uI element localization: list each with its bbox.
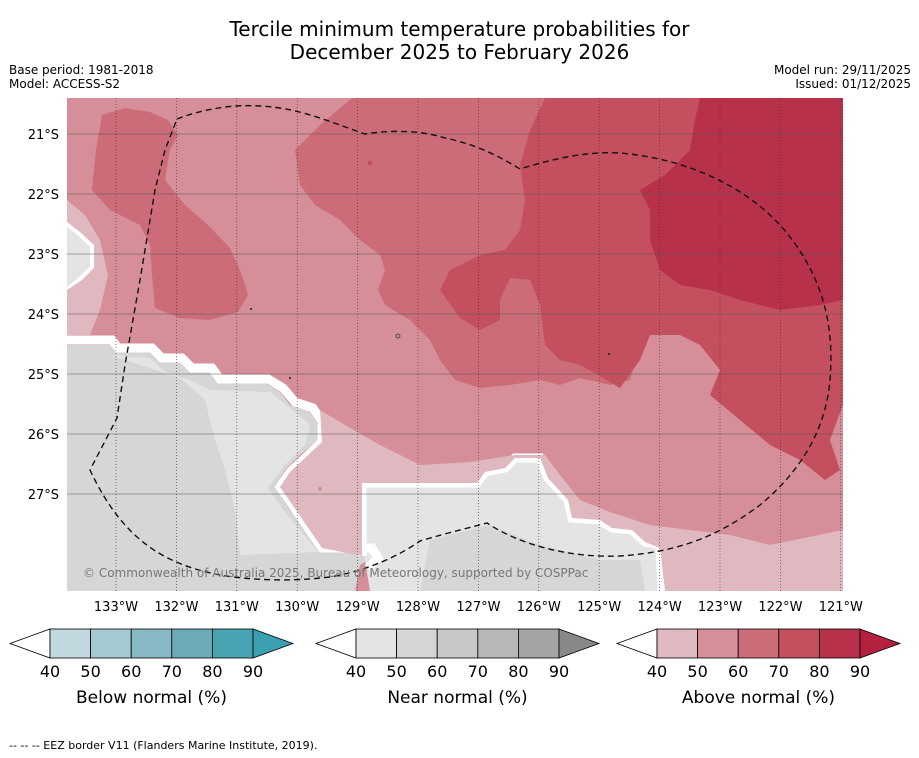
colorbar-segment (697, 628, 739, 659)
colorbar-tick-label: 70 (468, 662, 488, 681)
colorbar-tick-label: 50 (80, 662, 100, 681)
colorbar: 40 50 60 70 80 90 Above normal (%) (615, 628, 902, 708)
colorbar: 40 50 60 70 80 90 Below normal (%) (8, 628, 295, 708)
colorbar-tick-label: 70 (769, 662, 789, 681)
colorbar-title: Below normal (%) (76, 688, 227, 708)
colorbar-segment (211, 628, 254, 659)
colorbar-segment (477, 628, 519, 659)
colorbar-left-extend (8, 628, 51, 659)
colorbar-segment (737, 628, 780, 659)
longitude-label: 127°W (456, 600, 500, 615)
colorbar: 40 50 60 70 80 90 Near normal (%) (314, 628, 601, 708)
colorbar-tick-label: 90 (850, 662, 870, 681)
colorbar-title: Near normal (%) (387, 688, 527, 708)
model-text: Model: ACCESS-S2 (9, 77, 121, 91)
left-metadata: Base period: 1981-2018 Model: ACCESS-S2 (9, 63, 154, 91)
colorbar-tick-label: 60 (427, 662, 447, 681)
colorbar-tick-label: 50 (386, 662, 406, 681)
colorbar-right-extend (558, 628, 601, 659)
colorbar-tick-label: 50 (687, 662, 707, 681)
longitude-label: 128°W (396, 600, 440, 615)
colorbar-right-extend (252, 628, 295, 659)
colorbar-segment (819, 628, 861, 659)
colorbar-tick-label: 90 (549, 662, 569, 681)
above-normal-light-band (280, 410, 843, 591)
longitude-label: 124°W (638, 600, 682, 615)
colorbar-left-extend (314, 628, 357, 659)
base-period-text: Base period: 1981-2018 (9, 63, 154, 77)
latitude-label: 24°S (28, 308, 59, 323)
island-marker (367, 160, 373, 166)
colorbar-tick-label: 80 (508, 662, 528, 681)
longitude-label: 125°W (577, 600, 621, 615)
colorbar-tick-label: 40 (346, 662, 366, 681)
issued-text: Issued: 01/12/2025 (795, 77, 911, 91)
colorbar-tick-label: 60 (728, 662, 748, 681)
white-boundary-1 (67, 335, 384, 572)
eez-legend-footer: -- -- -- EEZ border V11 (Flanders Marine… (9, 739, 318, 752)
latitude-label: 27°S (28, 488, 59, 503)
colorbars: 40 50 60 70 80 90 Below normal (%) 40 50 60 70 80 90… (8, 628, 902, 708)
longitude-label: 130°W (275, 600, 319, 615)
colorbar-tick-label: 80 (202, 662, 222, 681)
longitude-labels: 133°W 132°W 131°W 130°W 129°W 128°W 127°W 126°W… (94, 600, 863, 615)
right-metadata: Model run: 29/11/2025 Issued: 01/12/2025 (774, 63, 911, 91)
colorbar-segment (130, 628, 173, 659)
colorbar-segment (656, 628, 698, 659)
gridlines (67, 98, 843, 591)
colorbar-tick-label: 60 (121, 662, 141, 681)
colorbar-segment (396, 628, 438, 659)
colorbar-right-extend (859, 628, 902, 659)
above-normal-highest-band (640, 98, 843, 310)
latitude-label: 25°S (28, 368, 59, 383)
colorbar-segment (436, 628, 479, 659)
above-normal-light-left (67, 200, 108, 335)
chart-title: Tercile minimum temperature probabilitie… (0, 18, 919, 64)
model-run-text: Model run: 29/11/2025 (773, 63, 911, 77)
longitude-label: 131°W (215, 600, 259, 615)
colorbar-segment (778, 628, 820, 659)
colorbar-segment (355, 628, 397, 659)
colorbar-tick-label: 40 (40, 662, 60, 681)
latitude-label: 23°S (28, 248, 59, 263)
longitude-label: 129°W (336, 600, 380, 615)
island-marker (289, 377, 291, 379)
near-normal-light-region (110, 355, 318, 555)
island-marker (318, 487, 322, 491)
island-marker (608, 353, 610, 355)
colorbar-left-extend (615, 628, 658, 659)
island-marker (395, 333, 401, 339)
colorbar-title: Above normal (%) (682, 688, 835, 708)
map-area: © Commonwealth of Australia 2025, Bureau… (67, 98, 843, 591)
title-line-1: Tercile minimum temperature probabilitie… (229, 17, 690, 41)
colorbar-tick-label: 70 (162, 662, 182, 681)
above-normal-mid-band-left (92, 108, 248, 320)
longitude-label: 123°W (698, 600, 742, 615)
longitude-label: 121°W (819, 600, 863, 615)
longitude-label: 132°W (154, 600, 198, 615)
title-line-2: December 2025 to February 2026 (289, 40, 630, 64)
eez-border-line (89, 104, 832, 581)
colorbar-segment (49, 628, 91, 659)
colorbar-tick-label: 90 (243, 662, 263, 681)
latitude-label: 22°S (28, 188, 59, 203)
island-marker (250, 308, 252, 310)
colorbar-segment (90, 628, 132, 659)
colorbar-tick-label: 40 (647, 662, 667, 681)
colorbar-segment (171, 628, 213, 659)
colorbar-tick-label: 80 (809, 662, 829, 681)
longitude-label: 133°W (94, 600, 138, 615)
longitude-label: 126°W (517, 600, 561, 615)
longitude-label: 122°W (758, 600, 802, 615)
latitude-labels: 21°S 22°S 23°S 24°S 25°S 26°S 27°S (28, 128, 59, 503)
near-normal-region-3 (420, 525, 645, 591)
colorbar-segment (518, 628, 560, 659)
latitude-label: 26°S (28, 428, 59, 443)
latitude-label: 21°S (28, 128, 59, 143)
copyright-text: © Commonwealth of Australia 2025, Bureau… (83, 566, 588, 580)
